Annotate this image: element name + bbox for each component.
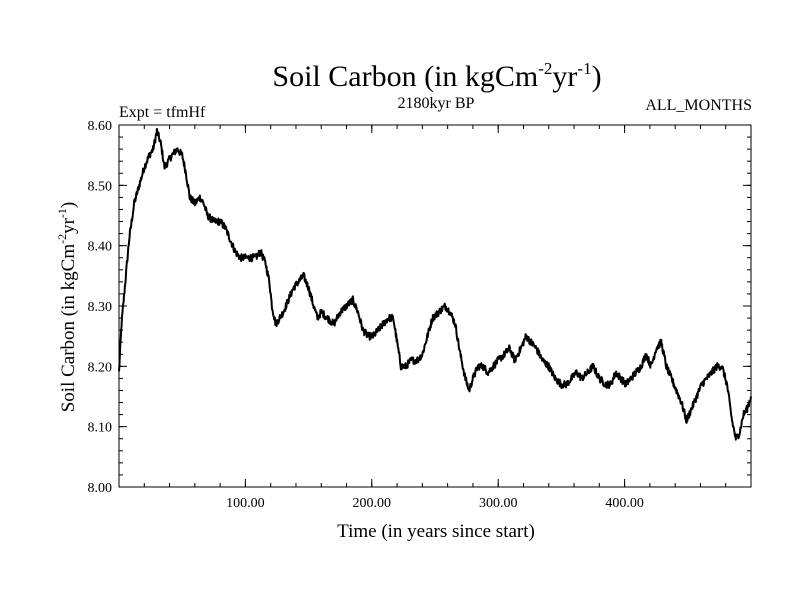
series-layer [118,127,752,441]
y-tick-label: 8.10 [88,421,113,436]
axis-ticks: 8.00 8.10 8.20 8.30 8.40 8.50 8.60 100.00 200.00… [88,119,751,511]
y-tick-label: 8.60 [88,119,113,134]
chart-title-sup2: -1 [577,59,591,78]
chart-title-prefix: Soil Carbon (in kgCm [272,60,538,93]
y-axis-label: Soil Carbon (in kgCm-2yr-1) [55,202,79,413]
y-axis-label-prefix: Soil Carbon (in kgCm [58,244,79,413]
x-tick-label: 300.00 [479,496,518,511]
y-axis-label-sup2: -1 [55,208,69,218]
months-label: ALL_MONTHS [645,97,752,114]
series-line [118,127,752,441]
chart-title: Soil Carbon (in kgCm-2yr-1) [272,59,601,93]
chart-title-sup1: -2 [538,59,552,78]
y-axis-label-suffix: ) [58,202,79,208]
chart-title-suffix: ) [592,60,602,93]
x-axis-label: Time (in years since start) [337,521,535,542]
x-tick-label: 100.00 [226,496,265,511]
chart-title-mid: yr [552,60,577,93]
plot-frame [118,124,752,488]
y-tick-label: 8.00 [88,481,113,496]
y-tick-label: 8.40 [88,240,113,255]
y-axis-label-sup1: -2 [55,234,69,244]
x-tick-label: 200.00 [353,496,392,511]
y-tick-label: 8.30 [88,300,113,315]
y-tick-label: 8.50 [88,179,113,194]
y-axis-label-mid: yr [58,217,79,234]
x-tick-label: 400.00 [605,496,644,511]
experiment-label: Expt = tfmHf [119,104,206,121]
y-tick-label: 8.20 [88,360,113,375]
period-label: 2180kyr BP [398,95,475,112]
